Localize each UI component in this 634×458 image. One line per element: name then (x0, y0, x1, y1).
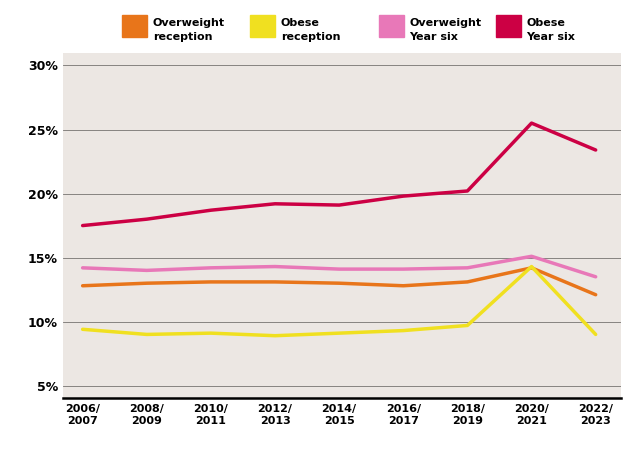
Text: Obese: Obese (281, 18, 320, 28)
Text: Overweight: Overweight (153, 18, 225, 28)
Text: Obese: Obese (526, 18, 566, 28)
FancyBboxPatch shape (378, 15, 404, 37)
FancyBboxPatch shape (250, 15, 275, 37)
FancyBboxPatch shape (496, 15, 521, 37)
FancyBboxPatch shape (122, 15, 147, 37)
Text: Year six: Year six (410, 32, 458, 42)
Text: Year six: Year six (526, 32, 575, 42)
Text: HOW ENGLAND'S CHILDREN HAVE GOTTEN FATTER OVER TIME: HOW ENGLAND'S CHILDREN HAVE GOTTEN FATTE… (27, 15, 607, 33)
Text: Overweight: Overweight (410, 18, 481, 28)
Text: reception: reception (281, 32, 340, 42)
Text: reception: reception (153, 32, 212, 42)
